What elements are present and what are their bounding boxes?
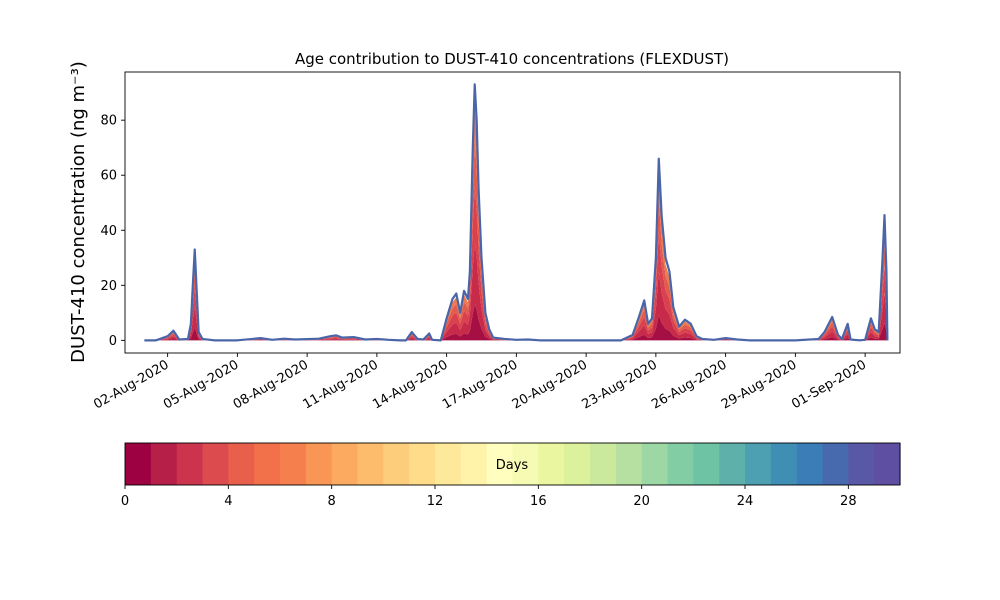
colorbar-segment [590, 443, 617, 485]
colorbar-segment [280, 443, 307, 485]
y-tick-label: 40 [100, 224, 117, 239]
colorbar-tick-label: 8 [328, 494, 336, 509]
colorbar-segment [719, 443, 746, 485]
y-tick-label: 60 [100, 169, 117, 184]
colorbar-segment [615, 443, 643, 485]
colorbar-segment [822, 443, 849, 485]
colorbar-segment [874, 443, 901, 485]
colorbar-segment [357, 443, 384, 485]
colorbar-segment [150, 443, 178, 485]
colorbar-segment [564, 443, 591, 485]
colorbar-tick-label: 12 [427, 494, 444, 509]
x-tick-label: 11-Aug-2020 [301, 357, 381, 412]
total-line [144, 83, 889, 342]
y-tick-label: 80 [100, 114, 117, 129]
age-layer-2 [144, 186, 888, 341]
chart-title: Age contribution to DUST-410 concentrati… [295, 50, 729, 68]
x-tick-label: 14-Aug-2020 [370, 357, 450, 412]
colorbar-tick-label: 0 [121, 494, 129, 509]
colorbar-segment [435, 443, 462, 485]
x-tick-label: 17-Aug-2020 [440, 357, 520, 412]
colorbar-frame [124, 442, 901, 486]
colorbar-segment [486, 443, 514, 485]
age-layer-0 [144, 304, 888, 341]
colorbar-segment [202, 443, 229, 485]
colorbar-segment [228, 443, 255, 485]
x-tick-label: 23-Aug-2020 [580, 357, 660, 412]
colorbar: 0 4 8 12 16 20 24 28 [121, 442, 901, 509]
x-tick-label: 02-Aug-2020 [91, 357, 171, 412]
x-tick-label: 01-Sep-2020 [789, 357, 869, 412]
y-tick-label: 0 [109, 334, 117, 349]
colorbar-segment [176, 443, 204, 485]
plot-area: 0 20 40 60 80 02-Aug-202005-Aug-202008-Aug-20… [91, 71, 901, 413]
colorbar-segment [693, 443, 720, 485]
colorbar-segment [125, 443, 152, 485]
age-layer-4 [144, 104, 888, 341]
colorbar-segment [667, 443, 694, 485]
colorbar-tick-label: 28 [840, 494, 857, 509]
x-tick-label: 26-Aug-2020 [649, 357, 729, 412]
colorbar-label: Days [496, 458, 529, 473]
colorbar-tick-label: 20 [633, 494, 650, 509]
colorbar-segment [460, 443, 488, 485]
age-layer-1 [144, 243, 888, 341]
colorbar-segment [538, 443, 565, 485]
colorbar-segment [848, 443, 875, 485]
colorbar-tick-label: 16 [530, 494, 547, 509]
colorbar-segment [254, 443, 281, 485]
age-layers [144, 83, 889, 342]
colorbar-segment [512, 443, 539, 485]
colorbar-segment [796, 443, 824, 485]
colorbar-segment [383, 443, 410, 485]
x-tick-label: 29-Aug-2020 [719, 357, 799, 412]
colorbar-segment [305, 443, 333, 485]
y-tick-label: 20 [100, 279, 117, 294]
colorbar-segment [770, 443, 798, 485]
x-tick-label: 20-Aug-2020 [510, 357, 590, 412]
colorbar-tick-label: 4 [224, 494, 232, 509]
x-tick-label: 08-Aug-2020 [231, 357, 311, 412]
plot-frame [124, 71, 901, 354]
x-tick-label: 05-Aug-2020 [161, 357, 241, 412]
colorbar-segment [641, 443, 669, 485]
age-layer-3 [144, 140, 888, 341]
colorbar-segment [331, 443, 359, 485]
colorbar-segment [409, 443, 436, 485]
colorbar-segment [745, 443, 772, 485]
y-axis-label-group: DUST-410 concentration (ng m⁻³) [68, 61, 89, 363]
colorbar-tick-label: 24 [737, 494, 754, 509]
y-axis-label: DUST-410 concentration (ng m⁻³) [68, 61, 89, 363]
